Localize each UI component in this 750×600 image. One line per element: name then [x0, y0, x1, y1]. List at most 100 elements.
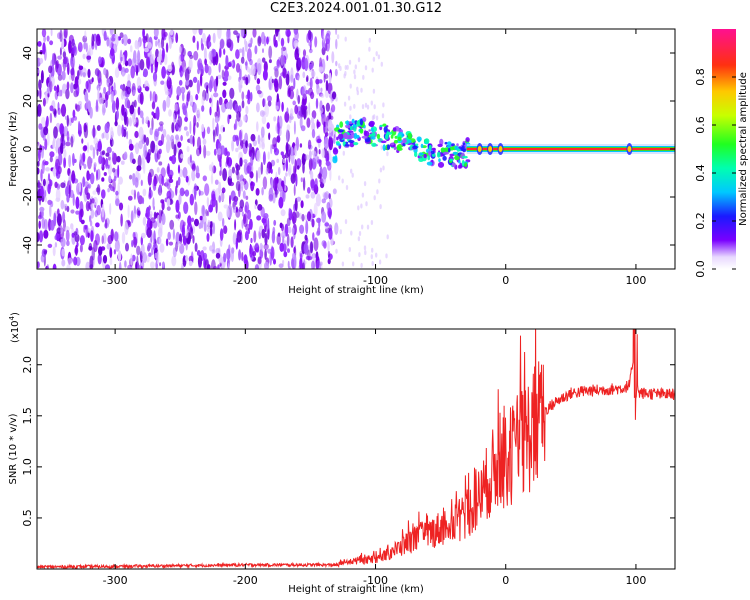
- heatmap-cell: [196, 40, 199, 51]
- heatmap-cell: [339, 121, 344, 128]
- heatmap-cell: [120, 90, 125, 100]
- heatmap-cell: [273, 258, 276, 265]
- heatmap-cell: [345, 185, 349, 190]
- heatmap-cell: [102, 107, 106, 114]
- heatmap-cell: [314, 178, 318, 189]
- heatmap-cell: [209, 106, 212, 116]
- heatmap-cell: [353, 142, 359, 146]
- heatmap-cell: [247, 89, 251, 101]
- heatmap-cell: [234, 219, 237, 231]
- heatmap-cell: [241, 46, 245, 59]
- heatmap-cell: [111, 85, 114, 92]
- heatmap-cell: [462, 142, 466, 146]
- heatmap-cell: [57, 107, 61, 115]
- heatmap-cell: [96, 184, 101, 196]
- heatmap-cell: [124, 97, 130, 109]
- heatmap-cell: [60, 226, 63, 234]
- heatmap-cell: [88, 47, 94, 56]
- heatmap-cell: [325, 80, 329, 92]
- heatmap-cell: [229, 87, 235, 100]
- y-tick-label: 1.0: [21, 458, 34, 476]
- heatmap-cell: [55, 59, 60, 69]
- heatmap-cell: [136, 245, 141, 256]
- heatmap-cell: [132, 89, 136, 95]
- heatmap-cell: [42, 178, 46, 187]
- heatmap-cell: [263, 243, 269, 250]
- heatmap-cell: [213, 129, 216, 143]
- heatmap-cell: [168, 109, 172, 117]
- heatmap-cell: [179, 187, 185, 197]
- heatmap-cell: [294, 159, 297, 173]
- heatmap-cell: [360, 203, 363, 209]
- heatmap-cell: [86, 98, 89, 109]
- heatmap-cell: [466, 147, 675, 151]
- heatmap-cell: [333, 134, 336, 145]
- heatmap-cell: [320, 93, 325, 98]
- heatmap-cell: [133, 99, 137, 108]
- heatmap-cell: [336, 136, 339, 141]
- heatmap-cell: [98, 97, 104, 105]
- heatmap-cell: [267, 227, 270, 240]
- heatmap-cell: [104, 218, 108, 229]
- heatmap-cell: [57, 55, 62, 60]
- heatmap-cell: [243, 214, 247, 225]
- heatmap-cell: [285, 29, 291, 38]
- heatmap-cell: [202, 214, 207, 225]
- heatmap-cell: [68, 154, 71, 168]
- heatmap-cell: [122, 34, 128, 46]
- heatmap-cell: [254, 204, 257, 210]
- heatmap-cell: [129, 45, 133, 53]
- heatmap-cell: [256, 102, 260, 113]
- heatmap-cell: [152, 178, 157, 192]
- heatmap-cell: [53, 85, 57, 92]
- heatmap-cell: [38, 79, 42, 90]
- heatmap-cell: [293, 29, 299, 35]
- heatmap-cell: [321, 240, 327, 247]
- heatmap-cell: [132, 173, 136, 186]
- heatmap-cell: [208, 50, 213, 61]
- heatmap-cell: [257, 204, 263, 211]
- heatmap-cell: [38, 220, 41, 229]
- heatmap-cell: [326, 201, 331, 211]
- heatmap-cell: [65, 88, 70, 100]
- x-tick-label: -200: [233, 574, 258, 587]
- heatmap-cell: [95, 99, 99, 112]
- heatmap-cell: [287, 248, 290, 253]
- heatmap-cell: [143, 68, 148, 78]
- heatmap-cell: [233, 30, 238, 35]
- heatmap-cell: [44, 161, 49, 166]
- x-tick-label: 0: [502, 574, 509, 587]
- heatmap-cell: [179, 66, 184, 77]
- heatmap-cell: [370, 136, 376, 140]
- heatmap-cell: [137, 172, 141, 181]
- heatmap-cell: [126, 80, 132, 89]
- heatmap-cell: [332, 156, 336, 160]
- heatmap-cell: [241, 251, 244, 262]
- heatmap-cell: [462, 155, 468, 159]
- heatmap-cell: [49, 204, 52, 217]
- heatmap-cell: [128, 195, 133, 201]
- heatmap-cell: [217, 148, 222, 156]
- heatmap-cell: [136, 165, 142, 172]
- heatmap-cell: [315, 193, 321, 207]
- heatmap-cell: [63, 157, 66, 169]
- heatmap-cell: [266, 122, 270, 129]
- heatmap-cell: [38, 230, 44, 243]
- heatmap-cell: [130, 65, 135, 79]
- heatmap-cell: [371, 115, 375, 121]
- heatmap-cell: [54, 242, 58, 248]
- heatmap-cell: [143, 134, 147, 143]
- heatmap-cell: [111, 150, 115, 158]
- heatmap-cell: [61, 259, 66, 267]
- heatmap-cell: [199, 144, 202, 155]
- heatmap-cell: [46, 35, 50, 42]
- heatmap-cell: [101, 132, 105, 139]
- heatmap-cell: [218, 133, 222, 142]
- heatmap-cell: [419, 152, 424, 156]
- heatmap-cell: [118, 202, 124, 211]
- heatmap-cell: [92, 190, 97, 195]
- heatmap-cell: [219, 38, 225, 49]
- heatmap-cell: [112, 178, 116, 193]
- heatmap-cell: [141, 116, 145, 125]
